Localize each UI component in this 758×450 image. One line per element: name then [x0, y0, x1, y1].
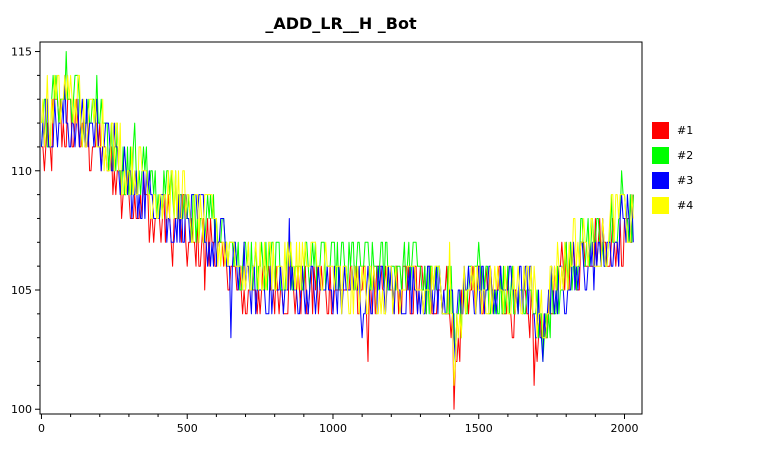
legend-swatch-3	[652, 172, 669, 189]
series-line-4	[41, 74, 634, 386]
series-layer	[41, 51, 634, 410]
x-tick-label: 1500	[465, 422, 493, 435]
legend: #1 #2 #3 #4	[652, 122, 693, 214]
y-tick-label: 110	[11, 165, 32, 178]
y-axis: 100 105 110 115	[11, 46, 40, 416]
legend-label-3: #3	[677, 174, 693, 187]
y-tick-label: 100	[11, 403, 32, 416]
legend-swatch-1	[652, 122, 669, 139]
legend-label-2: #2	[677, 149, 693, 162]
y-tick-label: 105	[11, 284, 32, 297]
legend-label-4: #4	[677, 199, 693, 212]
series-line-3	[41, 74, 634, 362]
x-axis: 0 500 1000 1500 2000	[38, 414, 639, 435]
x-tick-label: 2000	[611, 422, 639, 435]
x-tick-label: 1000	[319, 422, 347, 435]
plot-area	[39, 41, 643, 415]
chart-title: _ADD_LR__H _Bot	[265, 14, 417, 33]
legend-label-1: #1	[677, 124, 693, 137]
y-tick-label: 115	[11, 46, 32, 59]
legend-swatch-2	[652, 147, 669, 164]
legend-swatch-4	[652, 197, 669, 214]
x-tick-label: 500	[177, 422, 198, 435]
x-tick-label: 0	[38, 422, 45, 435]
